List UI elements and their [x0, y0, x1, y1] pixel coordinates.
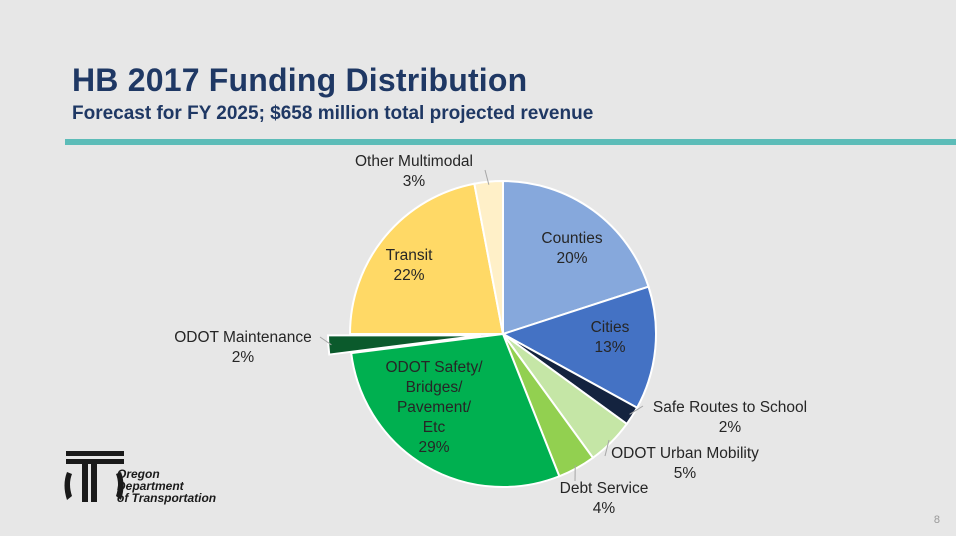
logo-line-department: Department [117, 479, 185, 493]
pie-slice-odot-maintenance [327, 334, 482, 356]
label-debt-service: Debt Service 4% [560, 480, 649, 517]
page-number: 8 [933, 514, 940, 526]
logo-line-oregon: Oregon [117, 467, 160, 481]
pie-slices [327, 179, 657, 488]
slide-title: HB 2017 Funding Distribution [72, 62, 528, 98]
label-safe-routes-to-school: Safe Routes to School 2% [653, 399, 807, 436]
label-odot-safety-bridges-pavement-etc: ODOT Safety/Bridges/Pavement/Etc 29% [385, 359, 483, 456]
title-divider [65, 139, 956, 145]
leader-line-safe-routes-to-school [629, 405, 644, 415]
label-odot-maintenance: ODOT Maintenance 2% [174, 329, 312, 366]
slice-labels: Counties 20% Cities 13% Safe Routes to Schoo… [174, 153, 807, 517]
leader-line-other-multimodal [484, 169, 490, 185]
label-transit: Transit 22% [386, 247, 433, 284]
logo-line-transportation: of Transportation [117, 491, 216, 505]
label-other-multimodal: Other Multimodal 3% [355, 153, 473, 190]
leader-line-odot-maintenance [319, 336, 332, 346]
label-odot-urban-mobility: ODOT Urban Mobility 5% [611, 445, 759, 482]
pie-slice-counties [502, 179, 650, 336]
pie-slice-transit [348, 182, 505, 335]
pie-slice-cities [500, 285, 657, 410]
slide-subtitle: Forecast for FY 2025; $658 million total… [72, 103, 594, 124]
leader-lines [319, 169, 644, 482]
odot-logo-mark-icon [64, 451, 124, 502]
label-counties: Counties 20% [541, 230, 602, 267]
label-cities: Cities 13% [591, 319, 630, 356]
odot-logo: Oregon Department of Transportation [64, 451, 216, 505]
leader-line-odot-urban-mobility [604, 439, 610, 457]
pie-slice-odot-safety-bridges-pavement-etc [350, 332, 561, 488]
